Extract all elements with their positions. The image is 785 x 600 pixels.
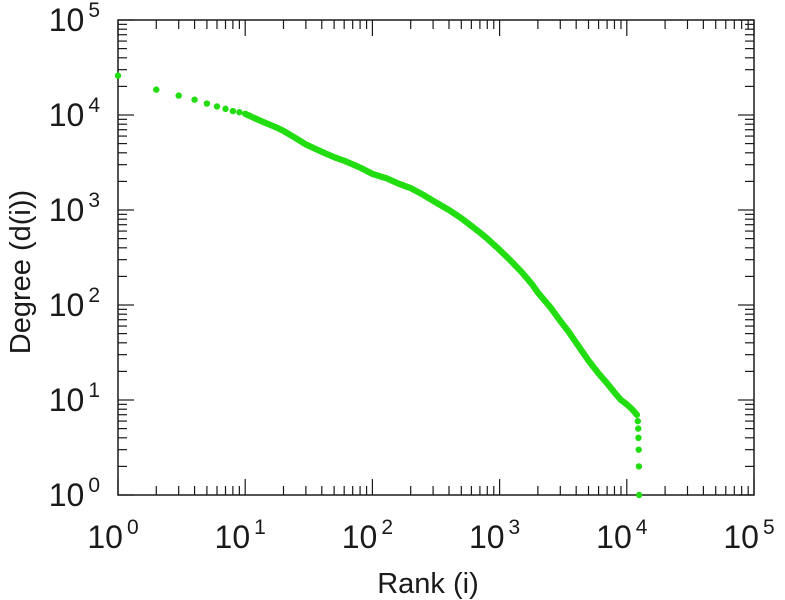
- y-tick-label-base: 10: [49, 2, 85, 38]
- data-point: [635, 491, 643, 499]
- y-tick-label-exponent: 4: [88, 94, 100, 117]
- x-tick-label-base: 10: [342, 519, 378, 555]
- x-tick-label-base: 10: [723, 519, 759, 555]
- x-tick-label: 10 5: [723, 516, 774, 555]
- x-tick-labels: 10 0 10 1 10 2 10 3 10 4 10 5: [87, 516, 774, 555]
- data-point: [236, 109, 243, 116]
- data-point: [153, 86, 160, 93]
- data-point: [635, 463, 643, 470]
- data-point: [191, 96, 198, 103]
- data-point: [229, 107, 237, 115]
- data-point: [114, 72, 122, 79]
- y-tick-label-base: 10: [49, 192, 85, 228]
- x-tick-label-base: 10: [215, 519, 251, 555]
- y-tick-label-base: 10: [49, 382, 85, 418]
- x-tick-label-exponent: 5: [763, 516, 775, 539]
- x-tick-label-base: 10: [596, 519, 632, 555]
- y-tick-label: 10 1: [49, 379, 100, 418]
- x-tick-label-exponent: 2: [381, 516, 393, 539]
- y-tick-label-exponent: 0: [88, 474, 100, 497]
- y-tick-label: 10 2: [49, 284, 100, 323]
- data-point: [222, 105, 229, 113]
- data-point: [633, 411, 641, 418]
- x-tick-label: 10 4: [596, 516, 648, 555]
- y-tick-label-base: 10: [49, 477, 85, 513]
- y-tick-label-exponent: 1: [88, 379, 100, 402]
- x-tick-label-exponent: 4: [636, 516, 648, 539]
- x-tick-label-base: 10: [469, 519, 505, 555]
- x-tick-label-base: 10: [87, 519, 123, 555]
- y-tick-label-exponent: 3: [88, 189, 100, 212]
- data-point: [635, 434, 642, 441]
- y-tick-label-base: 10: [49, 287, 85, 323]
- y-tick-label-exponent: 2: [88, 284, 100, 307]
- x-tick-label-exponent: 1: [254, 516, 266, 539]
- axis-ticks: [117, 19, 755, 496]
- x-tick-label-exponent: 0: [127, 516, 139, 539]
- data-point: [175, 92, 182, 99]
- x-tick-label: 10 3: [469, 516, 520, 555]
- y-tick-label: 10 4: [49, 94, 101, 133]
- data-points: [114, 72, 643, 499]
- x-tick-label-exponent: 3: [509, 516, 521, 539]
- data-point: [213, 103, 221, 110]
- data-point: [635, 446, 642, 453]
- y-tick-label: 10 5: [49, 0, 100, 38]
- x-tick-label: 10 1: [215, 516, 266, 555]
- y-tick-label: 10 3: [49, 189, 100, 228]
- y-axis-label: Degree (d(i)): [5, 190, 37, 354]
- y-tick-label: 10 0: [49, 474, 100, 513]
- x-axis-label: Rank (i): [377, 568, 479, 600]
- data-point: [203, 100, 211, 107]
- x-tick-label: 10 0: [87, 516, 138, 555]
- data-point: [634, 417, 641, 425]
- y-tick-label-exponent: 5: [88, 0, 100, 22]
- x-tick-label: 10 2: [342, 516, 393, 555]
- data-point: [635, 425, 642, 432]
- y-tick-label-base: 10: [49, 97, 85, 133]
- plot-frame: [117, 19, 755, 496]
